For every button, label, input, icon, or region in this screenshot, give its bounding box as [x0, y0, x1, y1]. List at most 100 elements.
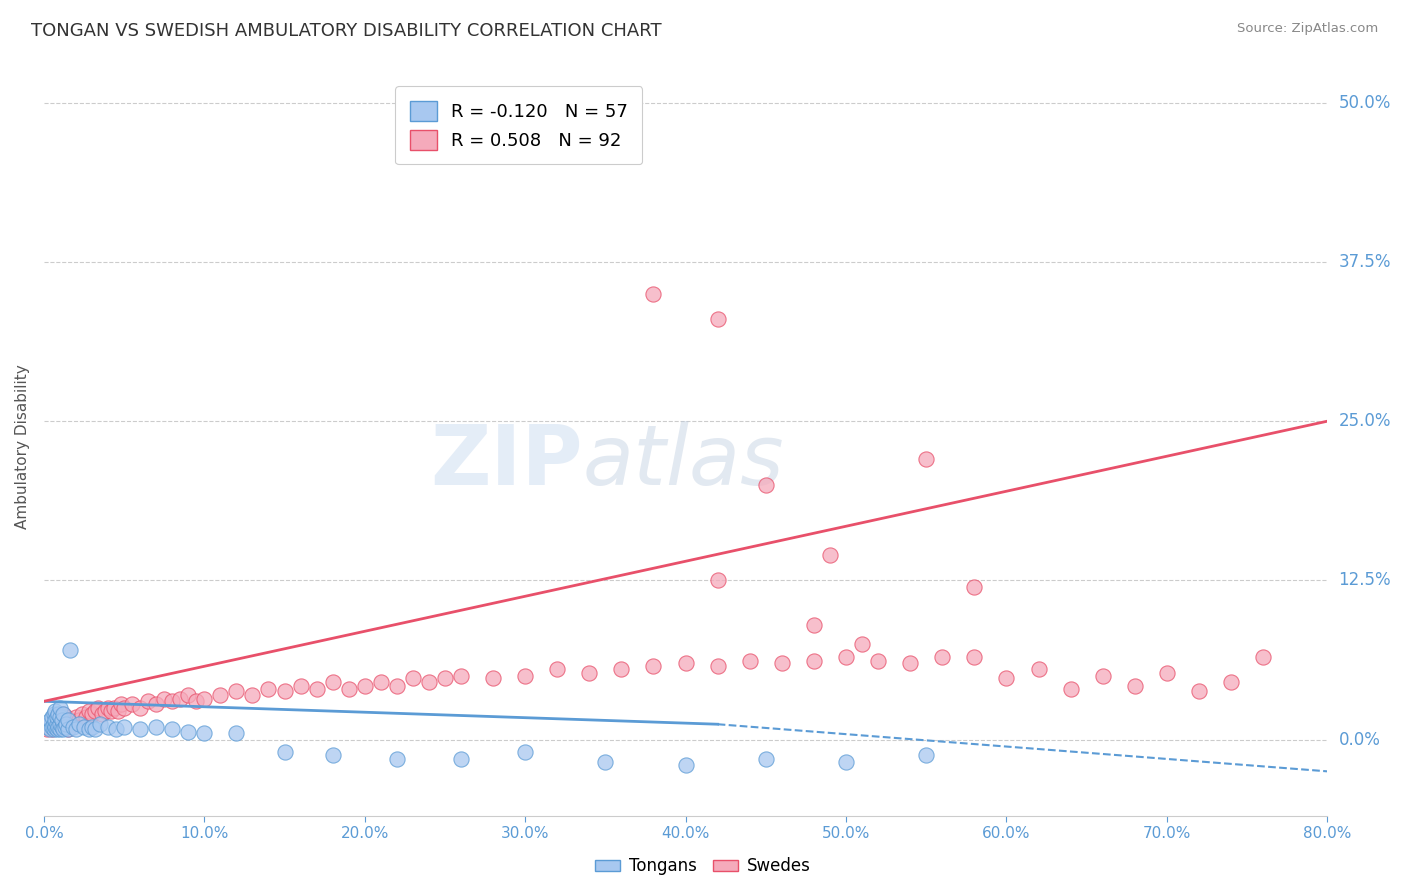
Point	[46, 720, 69, 734]
Point	[94, 705, 117, 719]
Point	[35, 723, 58, 737]
Point	[38, 720, 60, 734]
Point	[706, 574, 728, 588]
Point	[370, 675, 392, 690]
Point	[193, 726, 215, 740]
Point	[44, 720, 66, 734]
Text: 50.0%: 50.0%	[1339, 94, 1391, 112]
Point	[1156, 666, 1178, 681]
Point	[1123, 679, 1146, 693]
Point	[80, 720, 103, 734]
Point	[44, 705, 66, 719]
Point	[186, 694, 208, 708]
Point	[915, 452, 938, 467]
Text: TONGAN VS SWEDISH AMBULATORY DISABILITY CORRELATION CHART: TONGAN VS SWEDISH AMBULATORY DISABILITY …	[31, 22, 662, 40]
Point	[107, 705, 129, 719]
Point	[49, 717, 72, 731]
Point	[67, 714, 90, 728]
Point	[225, 726, 247, 740]
Point	[129, 723, 152, 737]
Point	[706, 312, 728, 326]
Point	[67, 717, 90, 731]
Point	[97, 720, 120, 734]
Point	[44, 714, 66, 728]
Point	[75, 709, 97, 723]
Y-axis label: Ambulatory Disability: Ambulatory Disability	[15, 364, 30, 529]
Point	[53, 720, 76, 734]
Point	[273, 745, 295, 759]
Point	[39, 723, 62, 737]
Point	[39, 717, 62, 731]
Point	[65, 723, 87, 737]
Point	[80, 707, 103, 722]
Point	[49, 723, 72, 737]
Point	[868, 654, 890, 668]
Point	[915, 747, 938, 762]
Point	[87, 700, 110, 714]
Point	[153, 691, 176, 706]
Point	[595, 756, 617, 770]
Point	[193, 691, 215, 706]
Point	[105, 723, 128, 737]
Point	[242, 688, 264, 702]
Point	[62, 720, 84, 734]
Point	[402, 672, 425, 686]
Point	[42, 717, 65, 731]
Point	[675, 758, 697, 772]
Point	[51, 714, 73, 728]
Point	[77, 723, 100, 737]
Point	[121, 697, 143, 711]
Point	[578, 666, 600, 681]
Point	[52, 707, 75, 722]
Point	[58, 714, 80, 728]
Point	[706, 658, 728, 673]
Text: atlas: atlas	[583, 421, 785, 502]
Point	[38, 717, 60, 731]
Point	[65, 709, 87, 723]
Point	[44, 720, 66, 734]
Point	[49, 720, 72, 734]
Legend: Tongans, Swedes: Tongans, Swedes	[589, 851, 817, 882]
Point	[290, 679, 312, 693]
Point	[145, 720, 167, 734]
Point	[385, 751, 408, 765]
Point	[45, 723, 67, 737]
Text: 12.5%: 12.5%	[1339, 572, 1391, 590]
Point	[160, 694, 183, 708]
Point	[112, 720, 135, 734]
Point	[963, 580, 986, 594]
Point	[515, 669, 537, 683]
Point	[643, 658, 665, 673]
Point	[56, 723, 79, 737]
Point	[337, 681, 360, 696]
Point	[450, 669, 472, 683]
Point	[177, 724, 200, 739]
Point	[103, 700, 125, 714]
Point	[818, 548, 841, 562]
Point	[770, 656, 793, 670]
Point	[675, 656, 697, 670]
Point	[322, 747, 344, 762]
Point	[56, 714, 79, 728]
Point	[995, 672, 1018, 686]
Point	[738, 654, 761, 668]
Point	[803, 618, 825, 632]
Point	[49, 709, 72, 723]
Point	[1220, 675, 1243, 690]
Point	[53, 717, 76, 731]
Point	[898, 656, 921, 670]
Point	[55, 717, 77, 731]
Point	[1188, 684, 1211, 698]
Point	[353, 679, 375, 693]
Point	[58, 643, 80, 657]
Point	[1251, 649, 1274, 664]
Point	[755, 751, 778, 765]
Point	[41, 720, 63, 734]
Point	[1028, 663, 1050, 677]
Text: 25.0%: 25.0%	[1339, 412, 1391, 430]
Point	[39, 714, 62, 728]
Point	[177, 688, 200, 702]
Text: ZIP: ZIP	[430, 421, 583, 502]
Point	[755, 478, 778, 492]
Point	[515, 745, 537, 759]
